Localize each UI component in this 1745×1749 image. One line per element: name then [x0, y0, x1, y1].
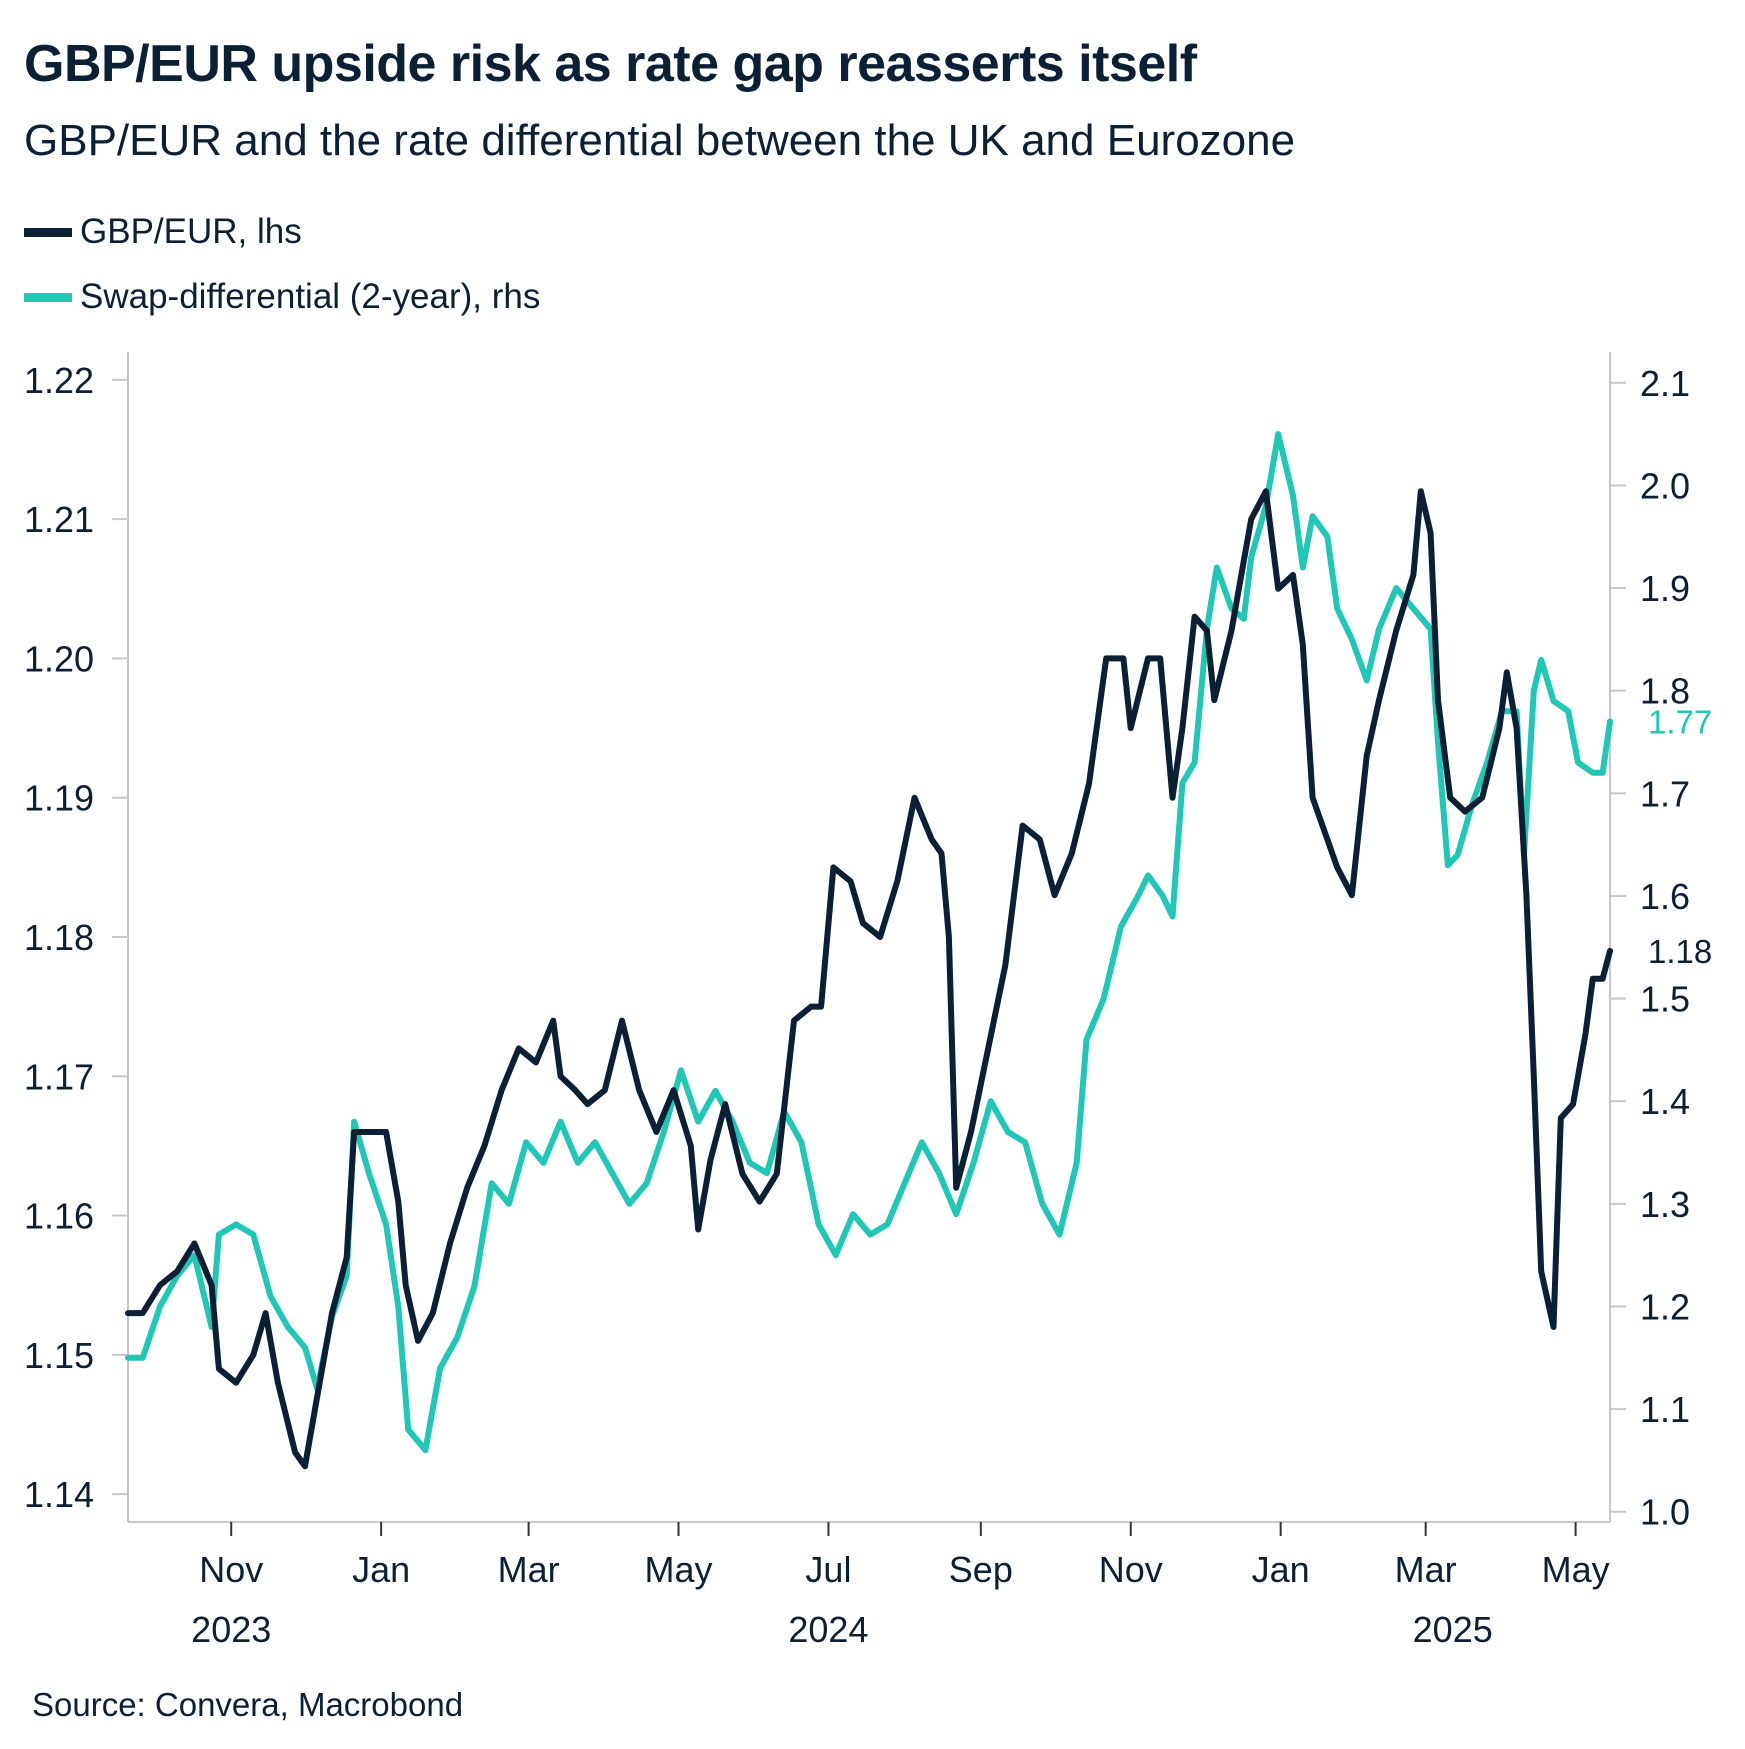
- end-label-gbp-eur: 1.18: [1648, 933, 1712, 970]
- y-right-tick-label: 1.2: [1640, 1286, 1690, 1327]
- legend-item-swap-differential: Swap-differential (2-year), rhs: [24, 277, 540, 317]
- y-right-tick-label: 1.5: [1640, 979, 1690, 1020]
- x-tick-label: Jan: [352, 1549, 410, 1590]
- chart-labels: 1.14 1.15 1.16 1.17 1.18 1.19 1.20 1.21 1.22 1.0 1…: [24, 360, 1712, 1650]
- end-label-swap-differential: 1.77: [1648, 703, 1712, 740]
- x-tick-label: Jul: [805, 1549, 851, 1590]
- y-left-tick-label: 1.17: [24, 1056, 94, 1097]
- x-tick-label: Sep: [949, 1549, 1013, 1590]
- y-left-tick-label: 1.22: [24, 360, 94, 401]
- y-left-tick-label: 1.19: [24, 778, 94, 819]
- y-right-tick-label: 2.0: [1640, 465, 1690, 506]
- series-line-gbp-eur: [125, 488, 1613, 1470]
- y-right-tick-label: 1.4: [1640, 1081, 1690, 1122]
- y-left-tick-label: 1.15: [24, 1335, 94, 1376]
- chart-title: GBP/EUR upside risk as rate gap reassert…: [24, 35, 1197, 93]
- x-year-label: 2024: [788, 1609, 868, 1650]
- y-right-tick-label: 1.9: [1640, 568, 1690, 609]
- x-tick-label: Mar: [1395, 1549, 1457, 1590]
- y-right-tick-label: 1.1: [1640, 1389, 1690, 1430]
- chart-axes: [112, 352, 1626, 1536]
- y-left-tick-label: 1.16: [24, 1196, 94, 1237]
- x-tick-label: May: [645, 1549, 713, 1590]
- y-right-tick-label: 1.3: [1640, 1184, 1690, 1225]
- legend-item-gbp-eur: GBP/EUR, lhs: [24, 212, 302, 252]
- legend-swatch-gbp-eur: [24, 227, 72, 237]
- source-note: Source: Convera, Macrobond: [32, 1686, 464, 1723]
- x-tick-label: Nov: [1099, 1549, 1163, 1590]
- legend-swatch-swap-differential: [24, 292, 72, 302]
- y-right-tick-label: 1.0: [1640, 1492, 1690, 1533]
- x-tick-label: Mar: [498, 1549, 560, 1590]
- x-tick-label: May: [1542, 1549, 1610, 1590]
- y-right-tick-label: 1.8: [1640, 671, 1690, 712]
- legend-label-swap-differential: Swap-differential (2-year), rhs: [80, 277, 541, 316]
- y-right-tick-label: 2.1: [1640, 363, 1690, 404]
- y-left-tick-label: 1.18: [24, 917, 94, 958]
- x-year-label: 2025: [1413, 1609, 1493, 1650]
- y-right-tick-label: 1.6: [1640, 876, 1690, 917]
- y-left-tick-label: 1.21: [24, 499, 94, 540]
- chart-subtitle: GBP/EUR and the rate differential betwee…: [24, 116, 1296, 165]
- y-right-tick-label: 1.7: [1640, 773, 1690, 814]
- x-year-label: 2023: [191, 1609, 271, 1650]
- series-line-swap-differential: [125, 431, 1613, 1454]
- x-tick-label: Jan: [1252, 1549, 1310, 1590]
- x-tick-label: Nov: [199, 1549, 263, 1590]
- y-left-tick-label: 1.14: [24, 1474, 94, 1515]
- chart-series: [125, 431, 1613, 1470]
- y-left-tick-label: 1.20: [24, 638, 94, 679]
- legend-label-gbp-eur: GBP/EUR, lhs: [80, 212, 302, 251]
